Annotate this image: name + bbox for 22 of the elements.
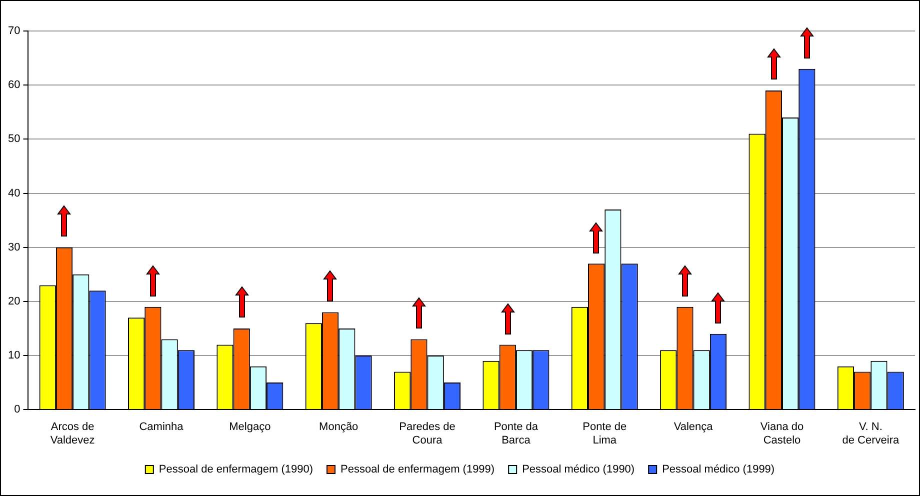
y-tick-label: 50 bbox=[8, 133, 20, 146]
y-tick-label: 20 bbox=[8, 295, 20, 308]
y-tick-label: 30 bbox=[8, 241, 20, 254]
x-tick-label: Monção bbox=[319, 421, 358, 434]
y-tick-label: 60 bbox=[8, 79, 20, 92]
y-tick-label: 70 bbox=[8, 25, 20, 38]
legend-label: Pessoal médico (1999) bbox=[662, 464, 775, 476]
y-tick-label: 0 bbox=[14, 404, 20, 416]
legend-label: Pessoal de enfermagem (1999) bbox=[340, 464, 495, 476]
legend-label: Pessoal de enfermagem (1990) bbox=[158, 464, 314, 476]
x-tick-label: Arcos de Valdevez bbox=[50, 421, 95, 446]
x-tick-label: Valença bbox=[674, 421, 714, 434]
x-tick-label: Paredes de Coura bbox=[399, 421, 456, 446]
x-tick-label: Ponte da Barca bbox=[494, 421, 539, 446]
y-tick-label: 40 bbox=[8, 187, 20, 200]
x-tick-label: V. N. de Cerveira bbox=[842, 421, 900, 446]
legend-label: Pessoal médico (1990) bbox=[522, 464, 635, 476]
y-tick-label: 10 bbox=[8, 350, 20, 362]
x-tick-label: Viana do Castelo bbox=[760, 421, 804, 446]
x-tick-label: Caminha bbox=[139, 421, 184, 434]
x-tick-label: Melgaço bbox=[229, 421, 271, 434]
x-tick-label: Ponte de Lima bbox=[582, 421, 627, 446]
